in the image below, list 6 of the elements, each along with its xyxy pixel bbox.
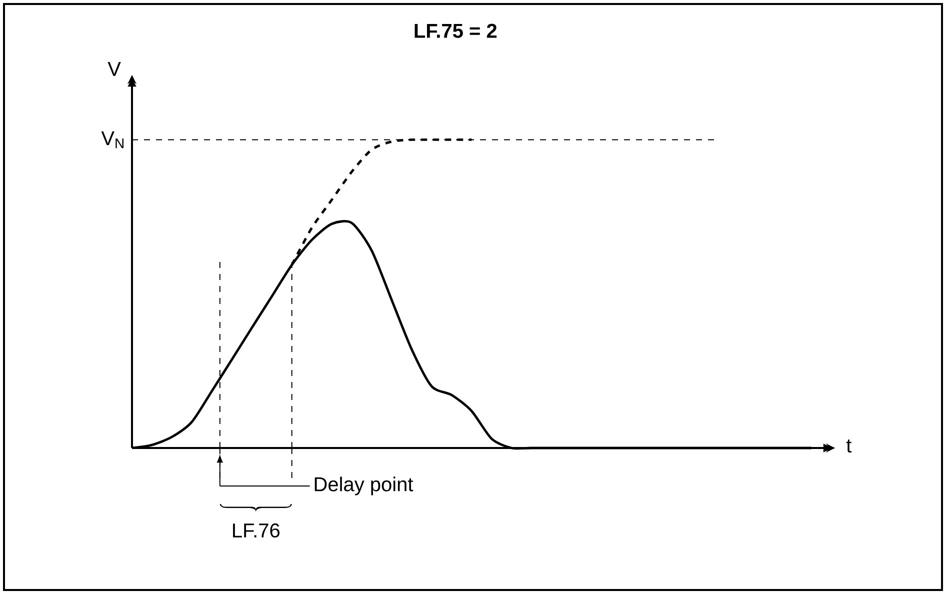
text: LF.76 bbox=[233, 523, 280, 538]
chart-title: LF.75 = 2 bbox=[414, 24, 497, 38]
x-axis-title: t bbox=[846, 439, 852, 453]
text: Delay point bbox=[314, 476, 414, 496]
ref-line-label: V$_{N}$ bbox=[101, 131, 124, 148]
y-axis-title: V bbox=[108, 62, 121, 76]
